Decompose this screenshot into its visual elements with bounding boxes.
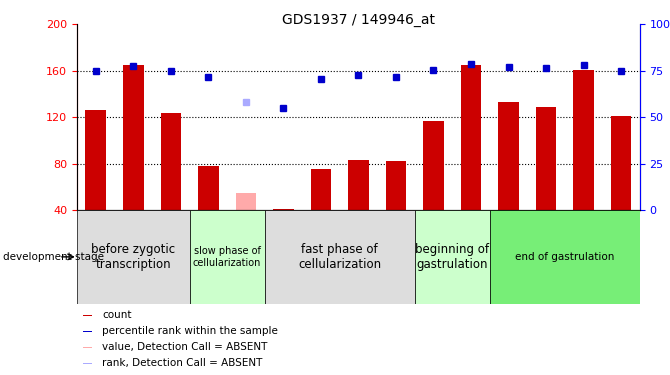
Bar bbox=[236, 193, 256, 210]
Bar bbox=[86, 110, 106, 210]
Bar bbox=[77, 210, 190, 304]
Bar bbox=[386, 161, 406, 210]
Text: GSM90230: GSM90230 bbox=[241, 210, 251, 259]
Text: value, Detection Call = ABSENT: value, Detection Call = ABSENT bbox=[103, 342, 268, 352]
Text: GSM90228: GSM90228 bbox=[166, 210, 176, 259]
Text: GSM90229: GSM90229 bbox=[204, 210, 213, 259]
Text: GSM90259: GSM90259 bbox=[579, 210, 588, 259]
Bar bbox=[461, 65, 481, 210]
Bar bbox=[490, 210, 640, 304]
Text: GSM90258: GSM90258 bbox=[541, 210, 551, 259]
Text: GSM90256: GSM90256 bbox=[466, 210, 476, 259]
Text: fast phase of
cellularization: fast phase of cellularization bbox=[298, 243, 381, 271]
Text: before zygotic
transcription: before zygotic transcription bbox=[91, 243, 176, 271]
Bar bbox=[82, 331, 92, 332]
Bar bbox=[536, 107, 556, 210]
Text: GSM90260: GSM90260 bbox=[616, 210, 626, 259]
Text: beginning of
gastrulation: beginning of gastrulation bbox=[415, 243, 489, 271]
Bar bbox=[311, 170, 331, 210]
Bar bbox=[415, 210, 490, 304]
Text: GSM90234: GSM90234 bbox=[391, 210, 401, 259]
Text: GSM90231: GSM90231 bbox=[279, 210, 288, 259]
Bar bbox=[273, 209, 293, 210]
Bar bbox=[82, 315, 92, 316]
Bar bbox=[348, 160, 369, 210]
Text: count: count bbox=[103, 310, 132, 321]
Text: end of gastrulation: end of gastrulation bbox=[515, 252, 614, 262]
Text: GSM90255: GSM90255 bbox=[429, 210, 438, 259]
Text: GSM90233: GSM90233 bbox=[354, 210, 363, 259]
Text: percentile rank within the sample: percentile rank within the sample bbox=[103, 326, 278, 336]
Bar bbox=[423, 121, 444, 210]
Bar bbox=[190, 210, 265, 304]
Bar bbox=[498, 102, 519, 210]
Text: rank, Detection Call = ABSENT: rank, Detection Call = ABSENT bbox=[103, 358, 263, 368]
Bar bbox=[123, 65, 143, 210]
Bar bbox=[198, 166, 218, 210]
Bar bbox=[574, 70, 594, 210]
Bar bbox=[265, 210, 415, 304]
Text: GDS1937 / 149946_at: GDS1937 / 149946_at bbox=[282, 13, 435, 27]
Text: GSM90257: GSM90257 bbox=[504, 210, 513, 259]
Text: GSM90232: GSM90232 bbox=[316, 210, 326, 259]
Bar bbox=[611, 116, 631, 210]
Text: GSM90227: GSM90227 bbox=[129, 210, 138, 259]
Text: slow phase of
cellularization: slow phase of cellularization bbox=[193, 246, 261, 268]
Text: development stage: development stage bbox=[3, 252, 105, 262]
Bar bbox=[82, 347, 92, 348]
Bar bbox=[161, 112, 181, 210]
Text: GSM90226: GSM90226 bbox=[91, 210, 100, 259]
Bar bbox=[82, 363, 92, 364]
